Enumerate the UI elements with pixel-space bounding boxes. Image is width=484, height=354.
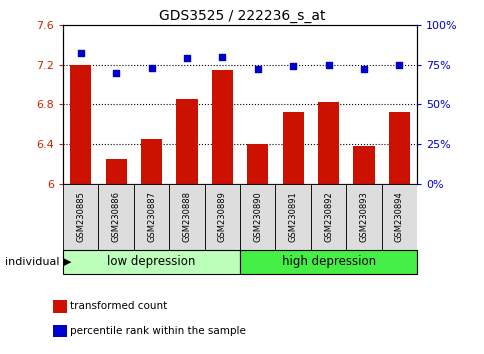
Point	[182, 55, 190, 61]
Bar	[176, 99, 197, 184]
Bar	[310, 184, 346, 250]
Text: high depression: high depression	[281, 256, 375, 268]
Text: GSM230888: GSM230888	[182, 191, 191, 242]
Point	[76, 51, 85, 56]
Bar	[98, 184, 134, 250]
Text: individual ▶: individual ▶	[5, 257, 71, 267]
Bar	[247, 144, 268, 184]
Text: GSM230891: GSM230891	[288, 192, 297, 242]
Bar	[63, 184, 98, 250]
Point	[218, 54, 226, 59]
Bar	[282, 113, 303, 184]
Bar	[240, 184, 275, 250]
Text: GSM230892: GSM230892	[323, 192, 333, 242]
Bar	[141, 139, 162, 184]
Bar	[134, 184, 169, 250]
Point	[394, 62, 402, 67]
Text: low depression: low depression	[107, 256, 196, 268]
Text: GDS3525 / 222236_s_at: GDS3525 / 222236_s_at	[159, 9, 325, 23]
Bar	[212, 70, 232, 184]
Point	[359, 67, 367, 72]
Bar	[346, 184, 381, 250]
Point	[324, 62, 332, 67]
Bar	[275, 184, 310, 250]
Bar	[204, 184, 240, 250]
Text: transformed count: transformed count	[70, 301, 167, 311]
Text: GSM230885: GSM230885	[76, 192, 85, 242]
Bar	[169, 184, 204, 250]
Bar	[63, 250, 240, 274]
Bar	[353, 146, 374, 184]
Text: GSM230886: GSM230886	[111, 191, 121, 242]
Text: percentile rank within the sample: percentile rank within the sample	[70, 326, 246, 336]
Point	[253, 67, 261, 72]
Bar	[106, 159, 126, 184]
Bar	[388, 113, 409, 184]
Bar	[240, 250, 416, 274]
Point	[147, 65, 155, 70]
Text: GSM230889: GSM230889	[217, 192, 227, 242]
Text: GSM230893: GSM230893	[359, 192, 368, 242]
Bar	[381, 184, 416, 250]
Point	[112, 70, 120, 75]
Text: GSM230887: GSM230887	[147, 191, 156, 242]
Text: GSM230890: GSM230890	[253, 192, 262, 242]
Bar	[70, 64, 91, 184]
Text: GSM230894: GSM230894	[394, 192, 403, 242]
Bar	[318, 102, 338, 184]
Point	[288, 63, 296, 69]
